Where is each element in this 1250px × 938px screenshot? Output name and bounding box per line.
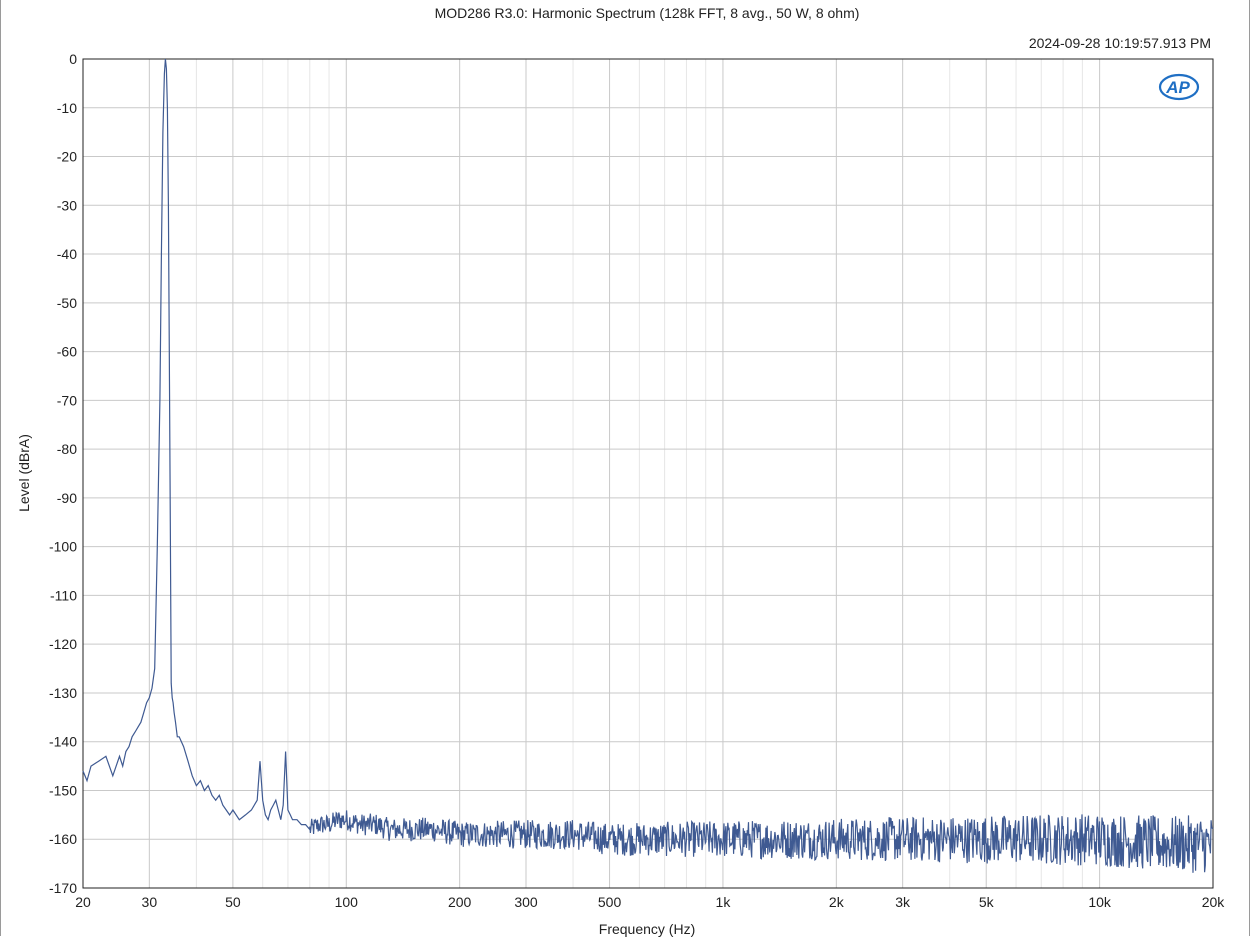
y-tick-label: -110 [50,587,77,603]
y-tick-label: -150 [49,782,77,798]
x-tick-label: 500 [598,894,622,910]
x-tick-label: 50 [225,894,241,910]
x-tick-label: 200 [448,894,472,910]
x-tick-label: 300 [514,894,538,910]
chart-title: MOD286 R3.0: Harmonic Spectrum (128k FFT… [435,5,860,21]
x-tick-label: 20k [1202,894,1226,910]
y-tick-label: -80 [57,441,77,457]
y-tick-label: -60 [57,344,77,360]
x-tick-label: 100 [335,894,359,910]
ap-logo: AP [1158,73,1200,101]
plot-border [82,58,1214,889]
x-tick-label: 2k [829,894,845,910]
y-axis-label: Level (dBrA) [16,434,32,512]
x-tick-label: 30 [142,894,158,910]
x-tick-label: 3k [895,894,911,910]
y-tick-label: -50 [57,295,77,311]
grid [83,59,1213,888]
series-line [82,58,1214,873]
y-tick-label: -30 [57,197,77,213]
x-axis-label: Frequency (Hz) [599,921,695,937]
y-tick-label: -120 [49,636,77,652]
y-tick-label: 0 [69,51,77,67]
y-ticks: 0 -10 -20 -30 -40 -50 -60 -70 -80 -90 -100 -110 -120… [49,51,77,896]
y-tick-label: -170 [49,880,77,896]
x-tick-label: 10k [1088,894,1112,910]
y-tick-label: -90 [57,490,77,506]
ap-logo-text: AP [1165,78,1190,97]
x-ticks: 20 30 50 100 200 300 500 1k 2k 3k 5k 10k 20k [75,894,1225,910]
y-tick-label: -100 [49,539,77,555]
timestamp: 2024-09-28 10:19:57.913 PM [1029,35,1211,51]
y-tick-label: -40 [57,246,77,262]
x-tick-label: 5k [979,894,995,910]
x-tick-label: 20 [75,894,91,910]
y-tick-label: -160 [49,831,77,847]
y-tick-label: -140 [49,734,77,750]
x-tick-label: 1k [716,894,732,910]
y-tick-label: -10 [57,100,77,116]
y-tick-label: -20 [57,149,77,165]
y-tick-label: -70 [57,392,77,408]
y-tick-label: -130 [49,685,77,701]
